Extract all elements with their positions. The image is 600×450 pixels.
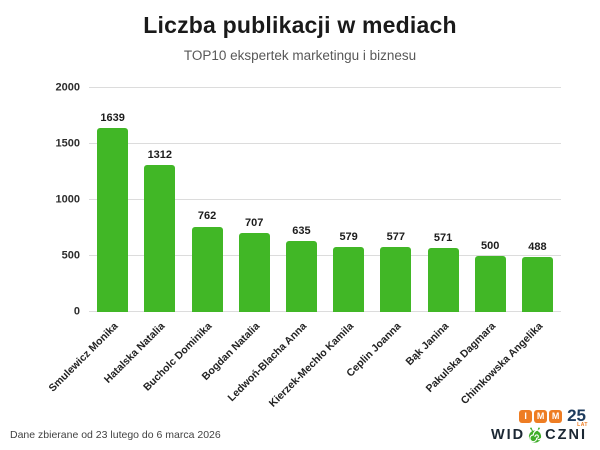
bar-column: 500 Pakulska Dagmara bbox=[423, 88, 514, 395]
imm-logo-letter: M bbox=[549, 410, 563, 423]
bar bbox=[521, 257, 553, 312]
snail-icon bbox=[529, 427, 544, 443]
bar-value-label: 762 bbox=[197, 210, 217, 223]
bars-layer: 1639 Smulewicz Monika 1312 Hatalska Natalia… bbox=[46, 88, 561, 410]
y-tick-label: 1500 bbox=[55, 137, 80, 150]
bar-value-label: 579 bbox=[339, 230, 358, 243]
imm-logo-letter: M bbox=[534, 410, 548, 423]
bar bbox=[285, 240, 317, 312]
x-tick-label: Chimkowska Angelika bbox=[458, 320, 546, 407]
bar-value-label: 1639 bbox=[100, 112, 125, 125]
bar-column: 707 Bogdan Natalia bbox=[199, 88, 278, 383]
gridline-1000 bbox=[89, 199, 561, 200]
bar-value-label: 571 bbox=[433, 231, 453, 244]
bar-column: 571 Bąk Janina bbox=[403, 88, 466, 368]
gridline-0 bbox=[89, 311, 561, 312]
bar-value-label: 500 bbox=[481, 239, 500, 252]
data-collection-note: Dane zbierane od 23 lutego do 6 marca 20… bbox=[10, 429, 221, 441]
y-tick-label: 500 bbox=[61, 249, 80, 262]
bar bbox=[474, 256, 506, 312]
gridline-500 bbox=[89, 255, 561, 256]
bar-column: 762 Bucholc Dominika bbox=[142, 88, 230, 394]
x-tick-label: Bąk Janina bbox=[403, 320, 451, 368]
imm-logo-years: 25 LAT bbox=[567, 405, 587, 428]
bar bbox=[427, 248, 459, 312]
bar bbox=[97, 128, 129, 312]
bar bbox=[380, 247, 412, 312]
widoczni-logo-prefix: WID bbox=[490, 426, 526, 443]
logos: I M M 25 LAT WID CZNI bbox=[491, 405, 588, 443]
gridline-1500 bbox=[89, 143, 561, 144]
bar-value-label: 488 bbox=[528, 241, 547, 254]
x-tick-label: Ledwoń-Blacha Anna bbox=[225, 320, 310, 404]
bar-column: 1639 Smulewicz Monika bbox=[46, 88, 136, 394]
bar bbox=[144, 165, 176, 312]
bar-value-label: 707 bbox=[245, 216, 264, 229]
chart-subtitle: TOP10 ekspertek marketingu i biznesu bbox=[183, 48, 417, 63]
bar bbox=[238, 232, 270, 312]
bar bbox=[191, 226, 223, 312]
imm-years-suffix: LAT bbox=[577, 421, 588, 428]
bar-value-label: 577 bbox=[386, 231, 405, 244]
bar-value-label: 1312 bbox=[147, 148, 173, 161]
bar-column: 579 Kierzek-Mechło Kamila bbox=[267, 88, 372, 410]
chart-title: Liczba publikacji w mediach bbox=[143, 12, 457, 38]
y-tick-label: 2000 bbox=[55, 81, 80, 94]
imm-logo-letter: I bbox=[519, 410, 533, 423]
y-tick-label: 1000 bbox=[55, 193, 80, 206]
bar-chart-plot-area: 0 500 1000 1500 2000 1639 Smulewicz Monika 131… bbox=[46, 82, 561, 410]
bar bbox=[333, 247, 365, 312]
bar-column: 488 Chimkowska Angelika bbox=[459, 88, 561, 407]
imm-years-number: 25 bbox=[567, 405, 586, 425]
widoczni-logo-suffix: CZNI bbox=[545, 426, 587, 443]
y-tick-label: 0 bbox=[73, 305, 80, 318]
widoczni-logo: WID CZNI bbox=[491, 427, 587, 443]
bar-column: 1312 Hatalska Natalia bbox=[102, 88, 183, 386]
bar-column: 577 Ceplin Joanna bbox=[344, 88, 419, 380]
bar-value-label: 635 bbox=[292, 224, 311, 237]
imm-25-lat-logo: I M M 25 LAT bbox=[519, 405, 588, 428]
bar-column: 635 Ledwoń-Blacha Anna bbox=[225, 88, 325, 404]
gridline-2000 bbox=[89, 87, 561, 88]
x-tick-label: Kierzek-Mechło Kamila bbox=[267, 320, 357, 410]
